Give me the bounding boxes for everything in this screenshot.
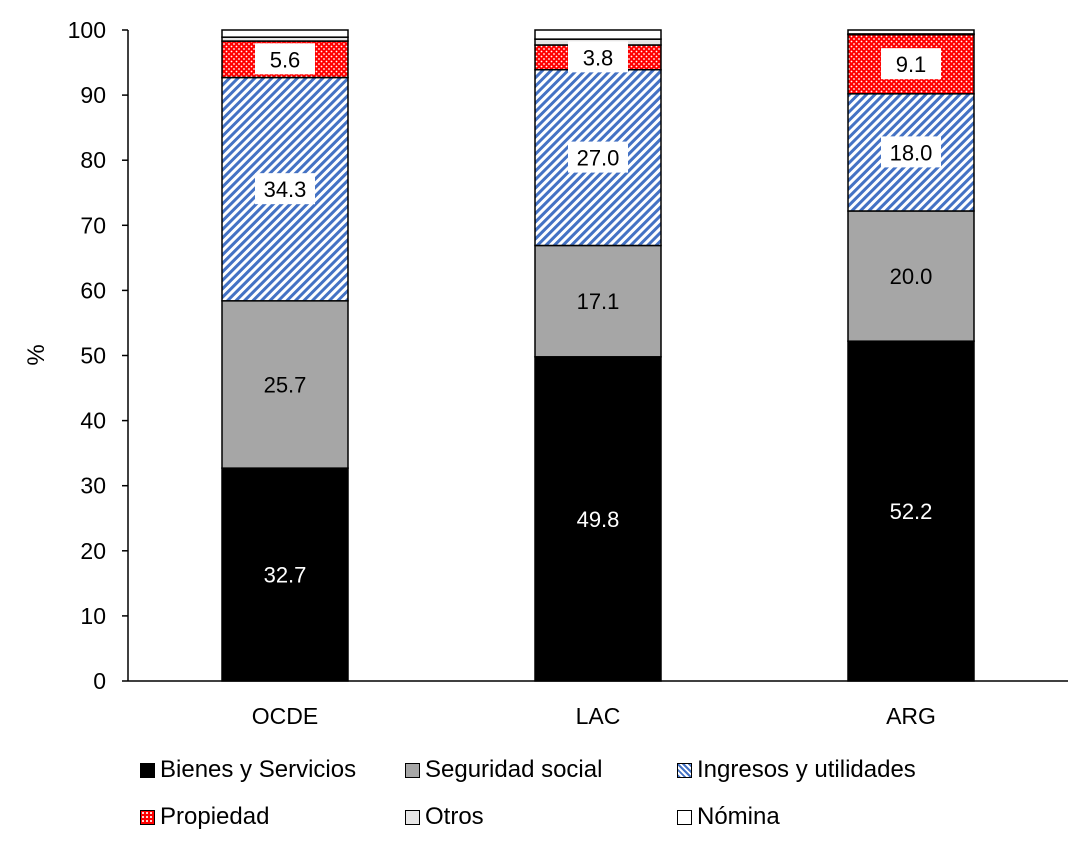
bar-segment [534, 29, 662, 40]
legend-swatch [677, 809, 692, 825]
bar-segment [847, 29, 975, 35]
data-label: 20.0 [890, 264, 933, 289]
legend-label: Seguridad social [425, 756, 603, 783]
legend-label: Bienes y Servicios [160, 756, 357, 783]
y-tick-label: 60 [80, 277, 106, 303]
legend-label: Ingresos y utilidades [697, 756, 916, 783]
legend-swatch [140, 809, 155, 825]
data-label: 34.3 [264, 177, 307, 202]
bar-segment [534, 244, 662, 358]
data-label: 25.7 [264, 372, 307, 397]
data-label: 27.0 [577, 146, 620, 171]
x-tick-label: ARG [886, 703, 936, 729]
legend-item: Ingresos y utilidades [677, 752, 916, 788]
data-label: 5.6 [270, 47, 301, 72]
data-label: 17.1 [577, 289, 620, 314]
bar-segment [221, 29, 349, 38]
y-tick-label: 80 [80, 147, 106, 173]
y-tick-label: 20 [80, 538, 106, 564]
data-label-background [255, 173, 315, 205]
data-label: 32.7 [264, 563, 307, 588]
legend-label: Nómina [697, 803, 780, 830]
legend-swatch [405, 762, 420, 778]
bar-segment [534, 356, 662, 682]
legend-swatch [677, 762, 692, 778]
y-tick-label: 100 [68, 17, 106, 43]
data-label: 18.0 [890, 140, 933, 165]
data-label-background [881, 48, 941, 80]
bar-segment [847, 340, 975, 682]
y-tick-label: 30 [80, 473, 106, 499]
legend-item: Otros [405, 799, 484, 835]
x-tick-label: OCDE [252, 703, 318, 729]
data-label-background [568, 141, 628, 173]
data-label-background [568, 41, 628, 73]
data-label: 52.2 [890, 499, 933, 524]
legend-swatch [405, 809, 420, 825]
stacked-bar-chart: 0 10 20 30 40 50 60 70 80 90 100% OCDE LAC ARG 32.7 25… [23, 17, 1068, 729]
legend-label: Otros [425, 803, 484, 830]
legend-label: Propiedad [160, 803, 270, 830]
legend-item: Propiedad [140, 799, 269, 835]
y-tick-label: 0 [93, 668, 106, 694]
legend-item: Seguridad social [405, 752, 602, 788]
data-label-background [255, 43, 315, 75]
y-tick-label: 10 [80, 603, 106, 629]
y-tick-label: 50 [80, 343, 106, 369]
data-label: 9.1 [896, 52, 927, 77]
legend-swatch [140, 762, 155, 778]
data-label: 3.8 [583, 45, 614, 70]
bar-segment [847, 210, 975, 342]
bar-segment [221, 300, 349, 469]
bar-segment [221, 467, 349, 682]
data-label-background [881, 136, 941, 168]
y-tick-label: 70 [80, 212, 106, 238]
y-tick-label: 90 [80, 82, 106, 108]
legend-item: Bienes y Servicios [140, 752, 356, 788]
legend-item: Nómina [677, 799, 780, 835]
y-axis-label: % [23, 344, 50, 365]
data-label: 49.8 [577, 507, 620, 532]
y-tick-label: 40 [80, 408, 106, 434]
x-tick-label: LAC [576, 703, 621, 729]
